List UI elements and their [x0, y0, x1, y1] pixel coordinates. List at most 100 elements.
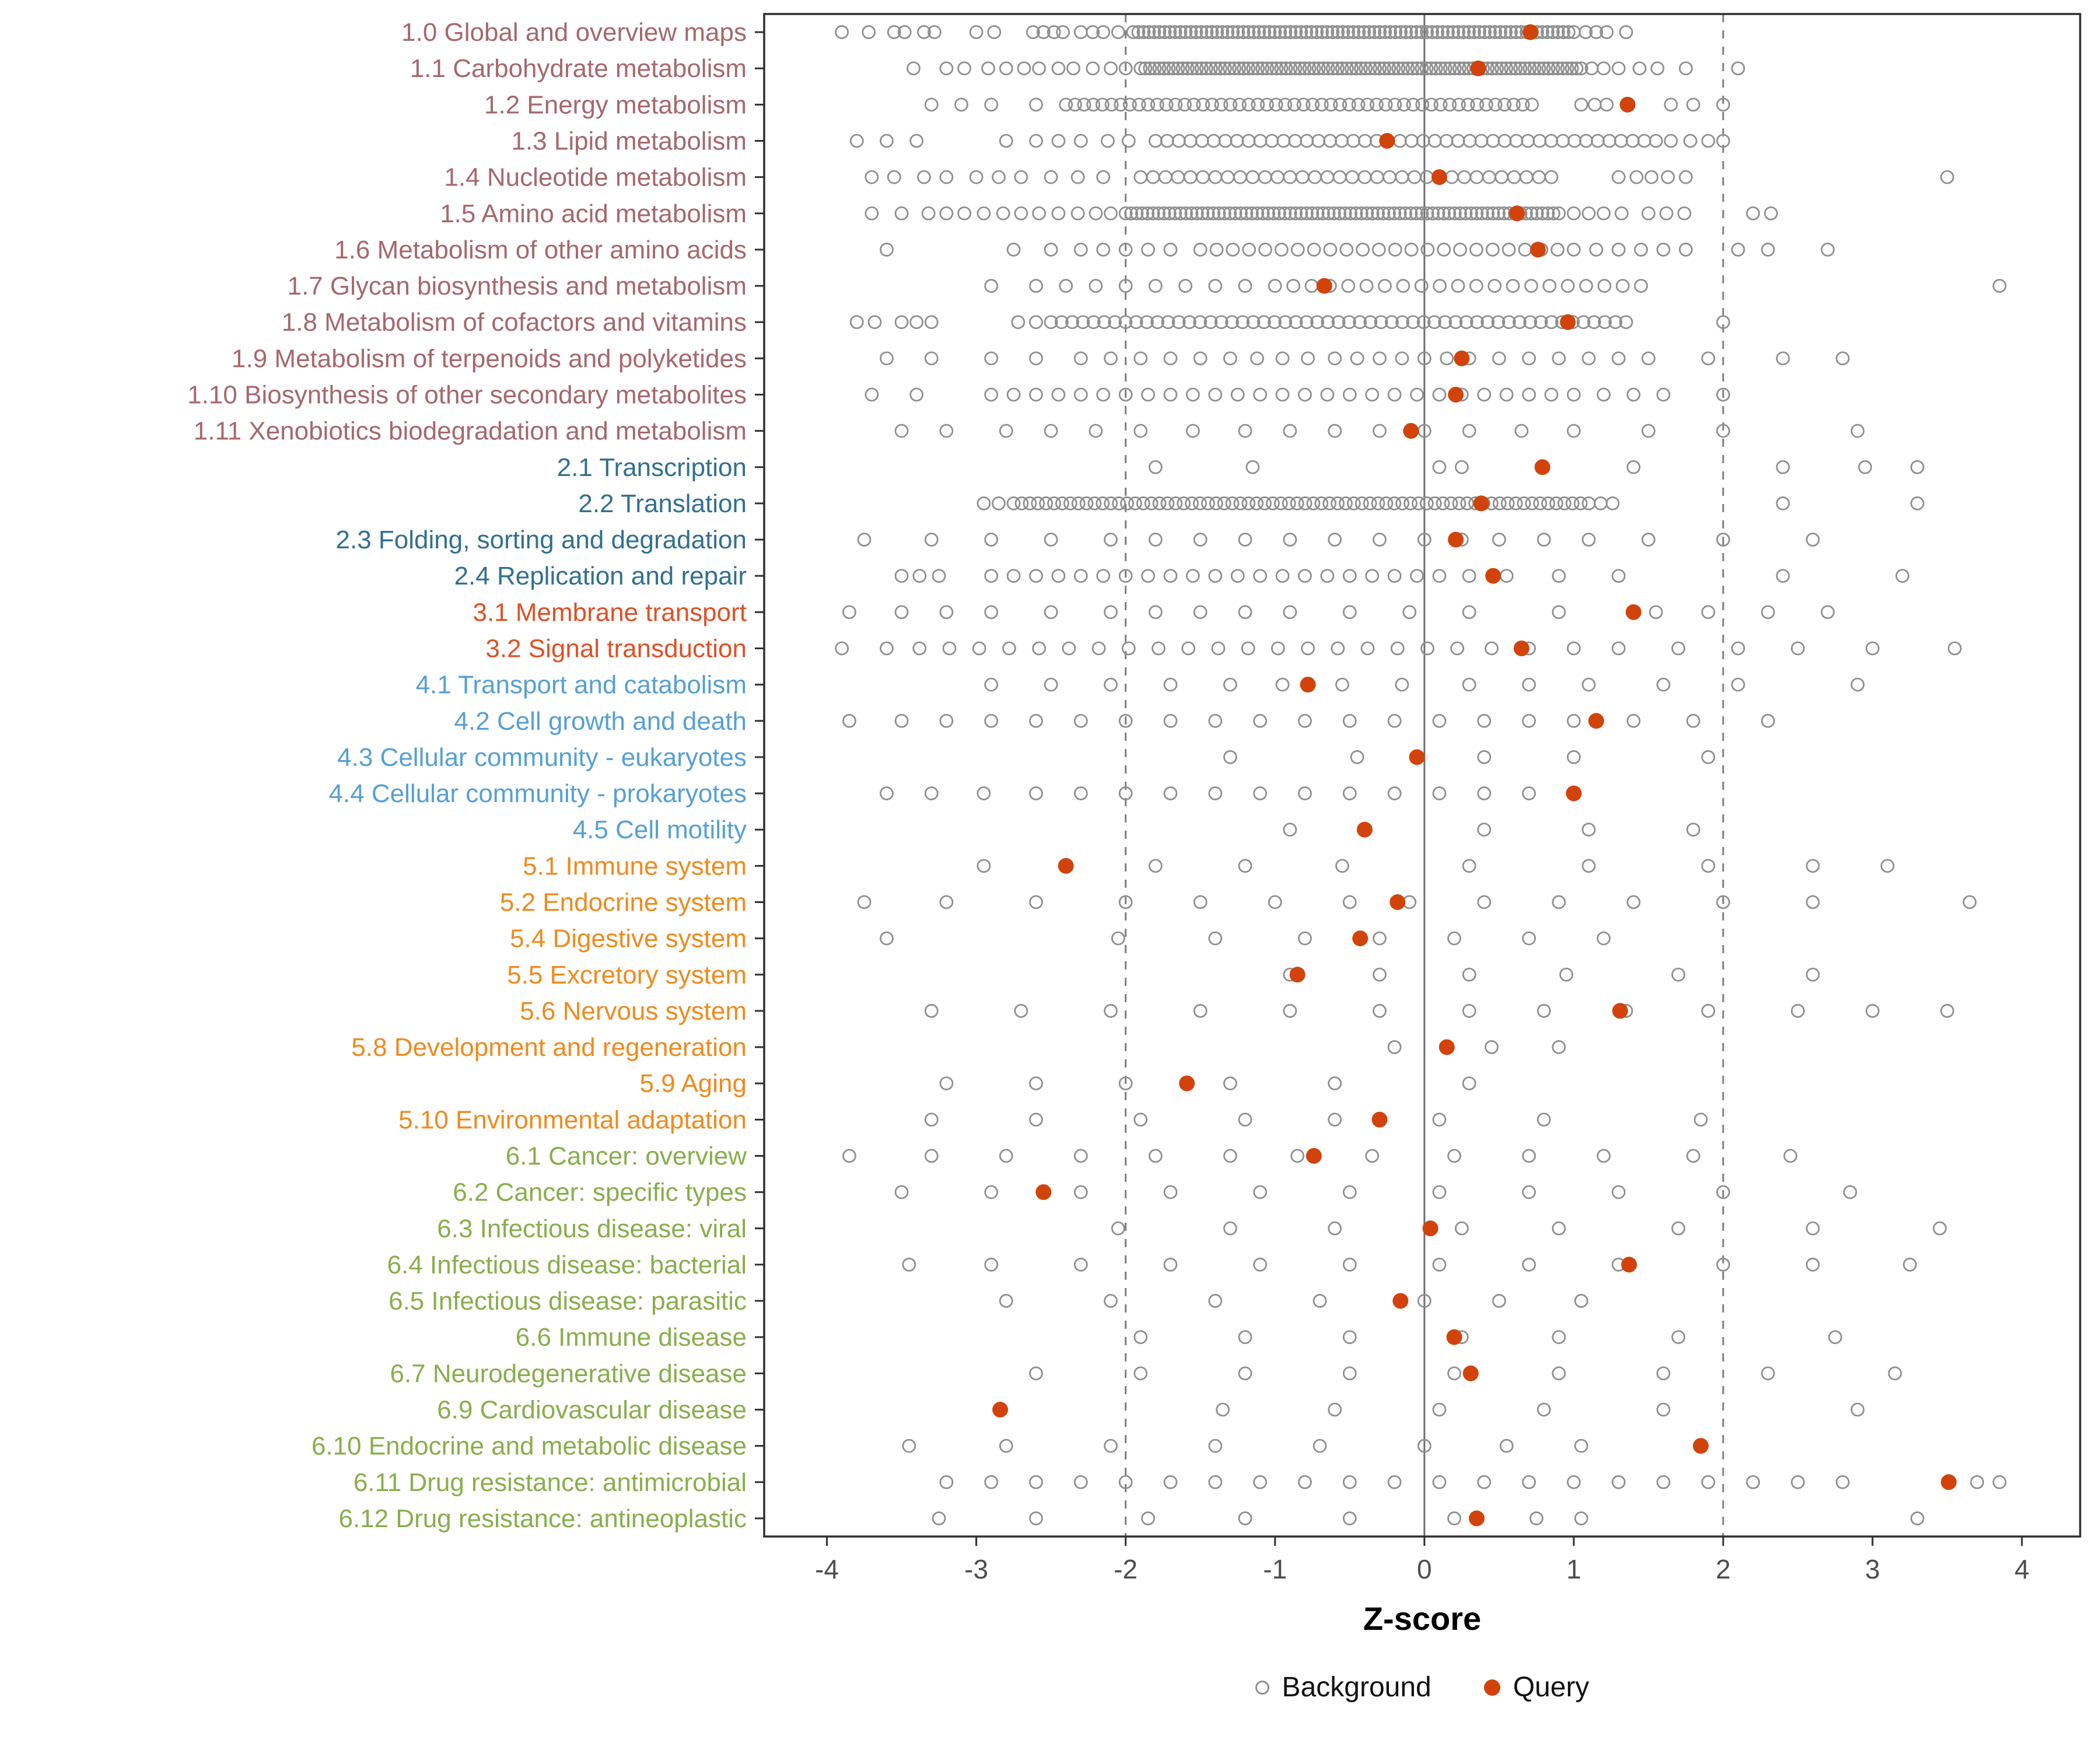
background-point [1230, 134, 1244, 148]
background-point [894, 713, 909, 728]
background-point [1112, 496, 1126, 510]
y-axis-label: 6.10 Endocrine and metabolic disease [312, 1432, 747, 1461]
x-tick-label: 0 [1417, 1554, 1432, 1584]
background-point [1073, 1149, 1088, 1163]
background-point [894, 605, 909, 620]
background-point [1132, 97, 1146, 112]
background-point [1373, 931, 1387, 946]
background-point [1342, 713, 1357, 728]
background-point [1289, 315, 1303, 330]
background-point [1051, 569, 1066, 583]
background-point [1044, 315, 1058, 330]
query-point [1371, 1111, 1388, 1128]
background-point [1251, 61, 1265, 76]
background-point [1369, 97, 1384, 112]
background-point [1486, 134, 1500, 148]
background-point [1138, 61, 1153, 76]
background-point [1567, 206, 1581, 220]
background-point [1252, 25, 1266, 39]
background-point [1029, 387, 1043, 402]
background-point [1244, 206, 1259, 220]
background-point [1483, 25, 1497, 39]
background-point [939, 206, 954, 220]
background-point [1462, 605, 1476, 620]
background-point [1597, 61, 1611, 76]
background-point [1424, 61, 1438, 76]
background-point [1494, 61, 1508, 76]
background-point [1255, 61, 1270, 76]
background-point [1462, 859, 1476, 873]
background-point [1992, 1475, 2007, 1489]
background-point [1387, 1040, 1402, 1054]
background-point [1226, 25, 1240, 39]
background-point [1354, 496, 1369, 510]
background-point [1556, 25, 1570, 39]
background-point [1573, 496, 1588, 510]
background-point [1307, 61, 1321, 76]
background-point [1290, 1149, 1305, 1163]
background-point [1163, 677, 1178, 692]
background-point [1536, 1112, 1551, 1127]
background-point [1492, 496, 1507, 510]
background-point [1166, 61, 1181, 76]
background-point [1241, 134, 1256, 148]
background-point [1312, 1294, 1327, 1308]
background-point [1051, 61, 1066, 76]
y-axis-label: 5.10 Environmental adaptation [398, 1105, 747, 1134]
background-point [1416, 134, 1430, 148]
background-point [1525, 496, 1539, 510]
background-point [1073, 1258, 1088, 1272]
background-point [1444, 496, 1458, 510]
background-point [1395, 351, 1409, 366]
background-point [999, 1294, 1013, 1308]
background-point [1467, 25, 1481, 39]
background-point [1341, 25, 1356, 39]
background-point [842, 713, 856, 728]
background-point [1469, 279, 1483, 293]
y-axis-label: 5.1 Immune system [523, 852, 747, 880]
background-point [1359, 279, 1374, 293]
background-point [1462, 1076, 1476, 1091]
background-point [1260, 61, 1275, 76]
background-point [1634, 243, 1648, 257]
background-point [1396, 61, 1410, 76]
background-point [1208, 931, 1223, 946]
background-point [984, 351, 999, 366]
background-point [1760, 713, 1775, 728]
background-point [1208, 1438, 1223, 1453]
background-point [1716, 533, 1730, 547]
background-point [1032, 61, 1046, 76]
background-point [1096, 387, 1111, 402]
background-point [1086, 25, 1100, 39]
background-point [1506, 97, 1521, 112]
background-point [1373, 967, 1387, 982]
background-point [1410, 61, 1424, 76]
background-point [1475, 206, 1489, 220]
background-point [1404, 25, 1419, 39]
background-point [1046, 25, 1061, 39]
background-point [1181, 641, 1196, 656]
background-point [1415, 206, 1429, 220]
background-point [924, 1149, 939, 1163]
background-point [1464, 206, 1478, 220]
background-point [977, 496, 991, 510]
y-axis-label: 1.0 Global and overview maps [401, 18, 747, 47]
background-point [1118, 713, 1133, 728]
y-axis-label: 4.4 Cellular community - prokaryotes [329, 779, 747, 808]
background-point [1556, 134, 1570, 148]
background-point [1387, 713, 1402, 728]
background-point [1417, 533, 1432, 547]
background-point [1648, 605, 1663, 620]
background-point [1026, 25, 1040, 39]
background-point [1161, 315, 1175, 330]
background-point [924, 786, 939, 800]
background-point [1420, 243, 1435, 257]
background-point [1524, 279, 1538, 293]
background-point [1320, 387, 1335, 402]
background-point [1152, 25, 1167, 39]
background-point [1454, 460, 1469, 474]
y-axis-label: 1.7 Glycan biosynthesis and metabolism [287, 272, 747, 300]
background-point [977, 786, 991, 800]
background-point [1477, 1475, 1492, 1489]
background-point [1541, 496, 1555, 510]
